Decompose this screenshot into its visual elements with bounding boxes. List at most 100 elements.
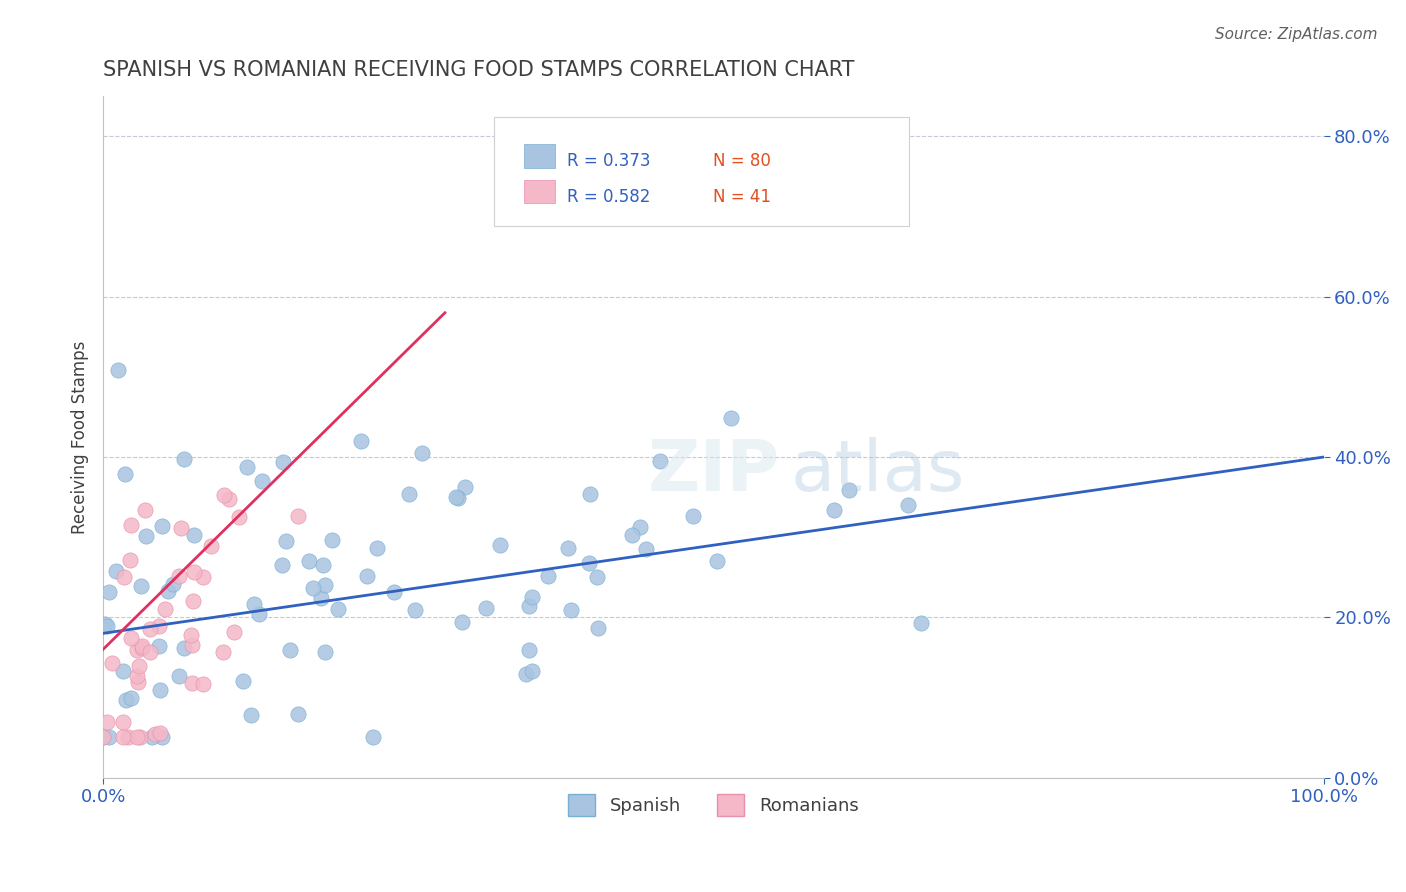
Point <box>183 528 205 542</box>
Text: Source: ZipAtlas.com: Source: ZipAtlas.com <box>1215 27 1378 42</box>
Point <box>200 540 222 554</box>
Point <box>152 731 174 745</box>
Point <box>117 731 139 745</box>
Point <box>112 714 135 729</box>
Point <box>149 682 172 697</box>
Point <box>131 640 153 655</box>
Point <box>515 666 537 681</box>
Point <box>411 446 433 460</box>
Point <box>128 658 150 673</box>
Point <box>278 643 301 657</box>
Point <box>180 627 202 641</box>
Point <box>232 673 254 688</box>
Point <box>212 645 235 659</box>
Point <box>910 615 932 630</box>
Point <box>349 434 371 449</box>
Point <box>91 731 114 745</box>
Text: N = 41: N = 41 <box>713 187 772 205</box>
Point <box>193 677 215 691</box>
Point <box>173 452 195 467</box>
Point <box>404 603 426 617</box>
Point <box>236 460 259 475</box>
Point <box>560 602 582 616</box>
Point <box>96 714 118 729</box>
Point <box>125 731 148 745</box>
Point <box>141 731 163 745</box>
Point <box>98 731 121 745</box>
Point <box>148 639 170 653</box>
Point <box>120 631 142 645</box>
Text: atlas: atlas <box>792 436 966 506</box>
Point <box>91 731 114 745</box>
Point <box>115 692 138 706</box>
Point <box>682 508 704 523</box>
Point <box>169 669 191 683</box>
Point <box>180 675 202 690</box>
Point <box>150 519 173 533</box>
Point <box>111 731 134 745</box>
Point <box>314 578 336 592</box>
Point <box>298 554 321 568</box>
Point <box>128 731 150 745</box>
Point <box>578 556 600 570</box>
Point <box>114 467 136 481</box>
Point <box>636 541 658 556</box>
Text: R = 0.582: R = 0.582 <box>567 187 651 205</box>
Point <box>314 644 336 658</box>
Point <box>650 454 672 468</box>
Point <box>361 731 384 745</box>
Point <box>170 521 193 535</box>
Point <box>474 600 496 615</box>
Point <box>162 576 184 591</box>
Point <box>488 538 510 552</box>
Point <box>586 570 609 584</box>
Point <box>138 622 160 636</box>
Point <box>451 615 474 629</box>
Point <box>212 488 235 502</box>
Point <box>706 554 728 568</box>
Point <box>96 619 118 633</box>
Point <box>823 502 845 516</box>
Text: N = 80: N = 80 <box>713 153 772 170</box>
Point <box>447 491 470 506</box>
Point <box>98 585 121 599</box>
Point <box>720 411 742 425</box>
Y-axis label: Receiving Food Stamps: Receiving Food Stamps <box>72 341 89 533</box>
Point <box>557 541 579 555</box>
Point <box>228 509 250 524</box>
Point <box>517 599 540 614</box>
Point <box>112 664 135 678</box>
Point <box>156 583 179 598</box>
Point <box>169 568 191 582</box>
Point <box>191 570 214 584</box>
Point <box>309 591 332 605</box>
Bar <box>524 179 555 203</box>
Point <box>180 638 202 652</box>
Point <box>139 645 162 659</box>
Legend: Spanish, Romanians: Spanish, Romanians <box>561 787 866 823</box>
Point <box>517 643 540 657</box>
Point <box>366 541 388 556</box>
Point <box>134 502 156 516</box>
Point <box>120 518 142 533</box>
Point <box>897 498 920 512</box>
Point <box>149 726 172 740</box>
Point <box>104 564 127 578</box>
Point <box>444 491 467 505</box>
Point <box>311 558 333 572</box>
Point <box>120 690 142 705</box>
Point <box>536 569 558 583</box>
Point <box>118 552 141 566</box>
Point <box>382 585 405 599</box>
Point <box>271 455 294 469</box>
Point <box>240 708 263 723</box>
Point <box>131 639 153 653</box>
Point <box>356 569 378 583</box>
Point <box>173 640 195 655</box>
Point <box>287 706 309 721</box>
Point <box>398 487 420 501</box>
Point <box>129 578 152 592</box>
Point <box>621 528 644 542</box>
Point <box>243 597 266 611</box>
Point <box>321 533 343 548</box>
